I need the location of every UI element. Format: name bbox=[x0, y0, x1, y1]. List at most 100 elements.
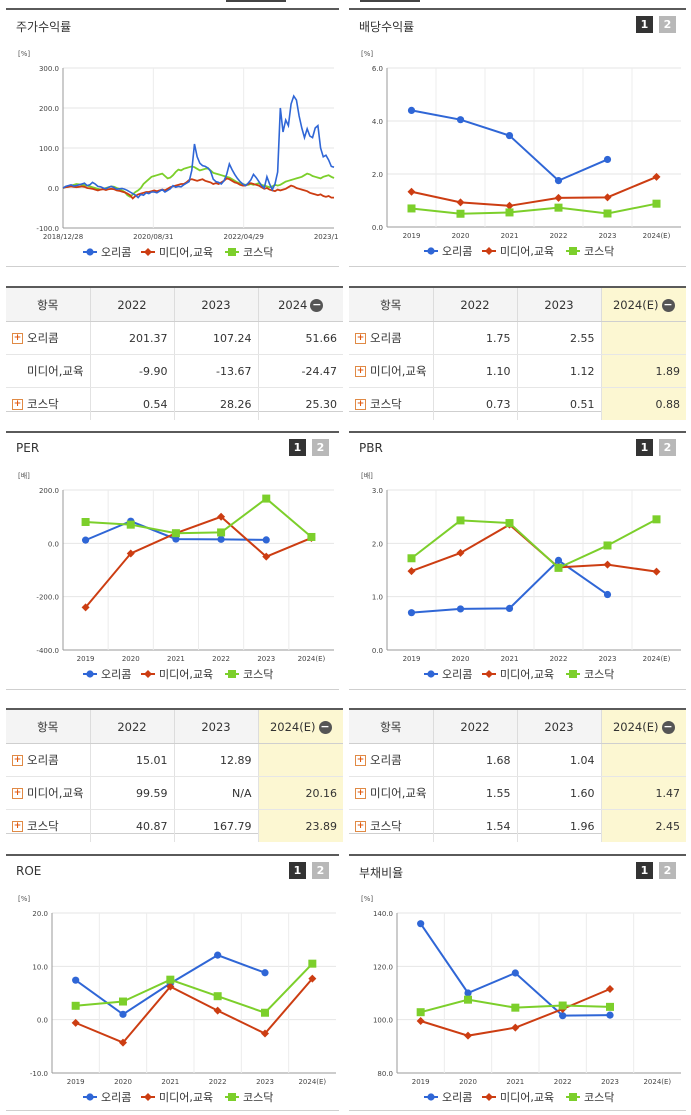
row-label[interactable]: + 미디어,교육 bbox=[349, 354, 434, 388]
table-cell: 0.88 bbox=[601, 387, 686, 420]
y-tick-label: 4.0 bbox=[372, 118, 383, 126]
data-point bbox=[119, 997, 127, 1006]
data-point bbox=[606, 985, 614, 993]
row-label[interactable]: + 코스닥 bbox=[349, 387, 434, 420]
table-header-year: 2022 bbox=[433, 288, 518, 322]
y-tick-label: 0.0 bbox=[372, 647, 383, 655]
period-button-1[interactable]: 1 bbox=[636, 16, 653, 33]
row-label[interactable]: + 미디어,교육 bbox=[6, 776, 91, 810]
data-point bbox=[603, 541, 612, 550]
y-tick-label: 100.0 bbox=[373, 1017, 393, 1025]
series-line bbox=[62, 94, 335, 199]
legend-marker bbox=[569, 247, 577, 255]
table-header-year: 2024(E) − bbox=[601, 710, 686, 744]
collapse-icon[interactable]: − bbox=[310, 297, 324, 312]
period-button-2[interactable]: 2 bbox=[659, 16, 676, 33]
period-button-2[interactable]: 2 bbox=[659, 439, 676, 456]
legend-label: 코스닥 bbox=[584, 1091, 614, 1104]
legend-label: 코스닥 bbox=[584, 668, 614, 681]
expand-icon[interactable]: + bbox=[355, 821, 366, 832]
data-point bbox=[407, 106, 416, 114]
table-cell: 1.47 bbox=[601, 776, 686, 810]
period-button-1[interactable]: 1 bbox=[289, 862, 306, 879]
y-axis-unit: [%] bbox=[361, 895, 373, 903]
row-label[interactable]: + 오리콤 bbox=[6, 321, 91, 355]
row-label[interactable]: + 미디어,교육 bbox=[349, 776, 434, 810]
expand-icon[interactable]: + bbox=[355, 788, 366, 799]
data-point bbox=[126, 520, 135, 529]
row-label[interactable]: + 오리콤 bbox=[6, 743, 91, 777]
series-line bbox=[410, 518, 657, 570]
table-row: + 오리콤 1.75 2.55 bbox=[349, 321, 686, 355]
y-tick-label: 120.0 bbox=[373, 963, 393, 971]
expand-icon[interactable]: + bbox=[355, 333, 366, 344]
row-label[interactable]: 미디어,교육 bbox=[6, 354, 91, 388]
pbr-panel: PBR 1 2 [배] 3.0 2.0 1.0 0.0 2019 2020 2021 2022 2… bbox=[349, 431, 686, 690]
table-cell: 40.87 bbox=[90, 809, 175, 842]
y-tick-label: 2.0 bbox=[372, 540, 383, 548]
row-label[interactable]: + 오리콤 bbox=[349, 743, 434, 777]
table-header-year: 2023 bbox=[174, 710, 259, 744]
y-axis-unit: [배] bbox=[18, 471, 30, 480]
data-point bbox=[603, 590, 612, 599]
expand-icon[interactable]: + bbox=[355, 366, 366, 377]
header-label: 항목 bbox=[380, 719, 402, 734]
y-tick-label: 0.0 bbox=[48, 185, 59, 193]
table-row: + 코스닥 40.87 167.79 23.89 bbox=[6, 809, 343, 842]
legend-label: 코스닥 bbox=[243, 246, 273, 259]
period-button-2[interactable]: 2 bbox=[312, 862, 329, 879]
data-point bbox=[652, 172, 661, 181]
x-tick-label: 2019 bbox=[412, 1078, 430, 1086]
row-label[interactable]: + 코스닥 bbox=[6, 387, 91, 420]
period-button-1[interactable]: 1 bbox=[289, 439, 306, 456]
top-tab-strip bbox=[226, 0, 286, 2]
collapse-icon[interactable]: − bbox=[661, 719, 675, 734]
expand-icon[interactable]: + bbox=[12, 333, 23, 344]
x-tick-label: 2022 bbox=[550, 655, 568, 663]
legend-label: 미디어,교육 bbox=[500, 668, 554, 681]
table-header-year: 2022 bbox=[90, 710, 175, 744]
period-button-2[interactable]: 2 bbox=[312, 439, 329, 456]
y-tick-label: 1.0 bbox=[372, 594, 383, 602]
period-button-1[interactable]: 1 bbox=[636, 439, 653, 456]
expand-icon[interactable]: + bbox=[12, 821, 23, 832]
legend-marker bbox=[86, 1093, 94, 1101]
data-point bbox=[554, 556, 563, 564]
row-label[interactable]: + 코스닥 bbox=[6, 809, 91, 842]
data-point bbox=[126, 549, 135, 558]
table-cell: 1.10 bbox=[433, 354, 518, 388]
legend-label: 오리콤 bbox=[101, 246, 131, 259]
data-point bbox=[71, 1001, 80, 1010]
x-tick-label: 2023 bbox=[599, 655, 617, 663]
period-button-1[interactable]: 1 bbox=[636, 862, 653, 879]
period-button-2[interactable]: 2 bbox=[659, 862, 676, 879]
row-label[interactable]: + 오리콤 bbox=[349, 321, 434, 355]
expand-icon[interactable]: + bbox=[355, 755, 366, 766]
collapse-icon[interactable]: − bbox=[661, 297, 675, 312]
x-tick-label: 2023 bbox=[599, 232, 617, 240]
expand-icon[interactable]: + bbox=[355, 399, 366, 410]
table-cell bbox=[601, 321, 686, 355]
x-tick-label: 2020 bbox=[459, 1078, 477, 1086]
header-label: 2023 bbox=[201, 719, 231, 734]
table-cell: 20.16 bbox=[258, 776, 343, 810]
series-line bbox=[411, 175, 657, 207]
data-point bbox=[217, 535, 225, 543]
legend-label: 미디어,교육 bbox=[159, 1091, 213, 1104]
table-header-item: 항목 bbox=[6, 710, 91, 744]
series-line bbox=[411, 202, 657, 215]
row-name: 오리콤 bbox=[370, 753, 402, 767]
legend-label: 오리콤 bbox=[442, 245, 472, 258]
panel-title: 부채비율 bbox=[359, 866, 404, 880]
expand-icon[interactable]: + bbox=[12, 788, 23, 799]
y-tick-label: 10.0 bbox=[32, 963, 48, 971]
y-axis-unit: [배] bbox=[361, 471, 373, 480]
data-point bbox=[606, 1002, 614, 1011]
expand-icon[interactable]: + bbox=[12, 399, 23, 410]
row-label[interactable]: + 코스닥 bbox=[349, 809, 434, 842]
expand-icon[interactable]: + bbox=[12, 755, 23, 766]
collapse-icon[interactable]: − bbox=[318, 719, 332, 734]
data-point bbox=[166, 982, 175, 991]
data-point bbox=[558, 1001, 567, 1010]
